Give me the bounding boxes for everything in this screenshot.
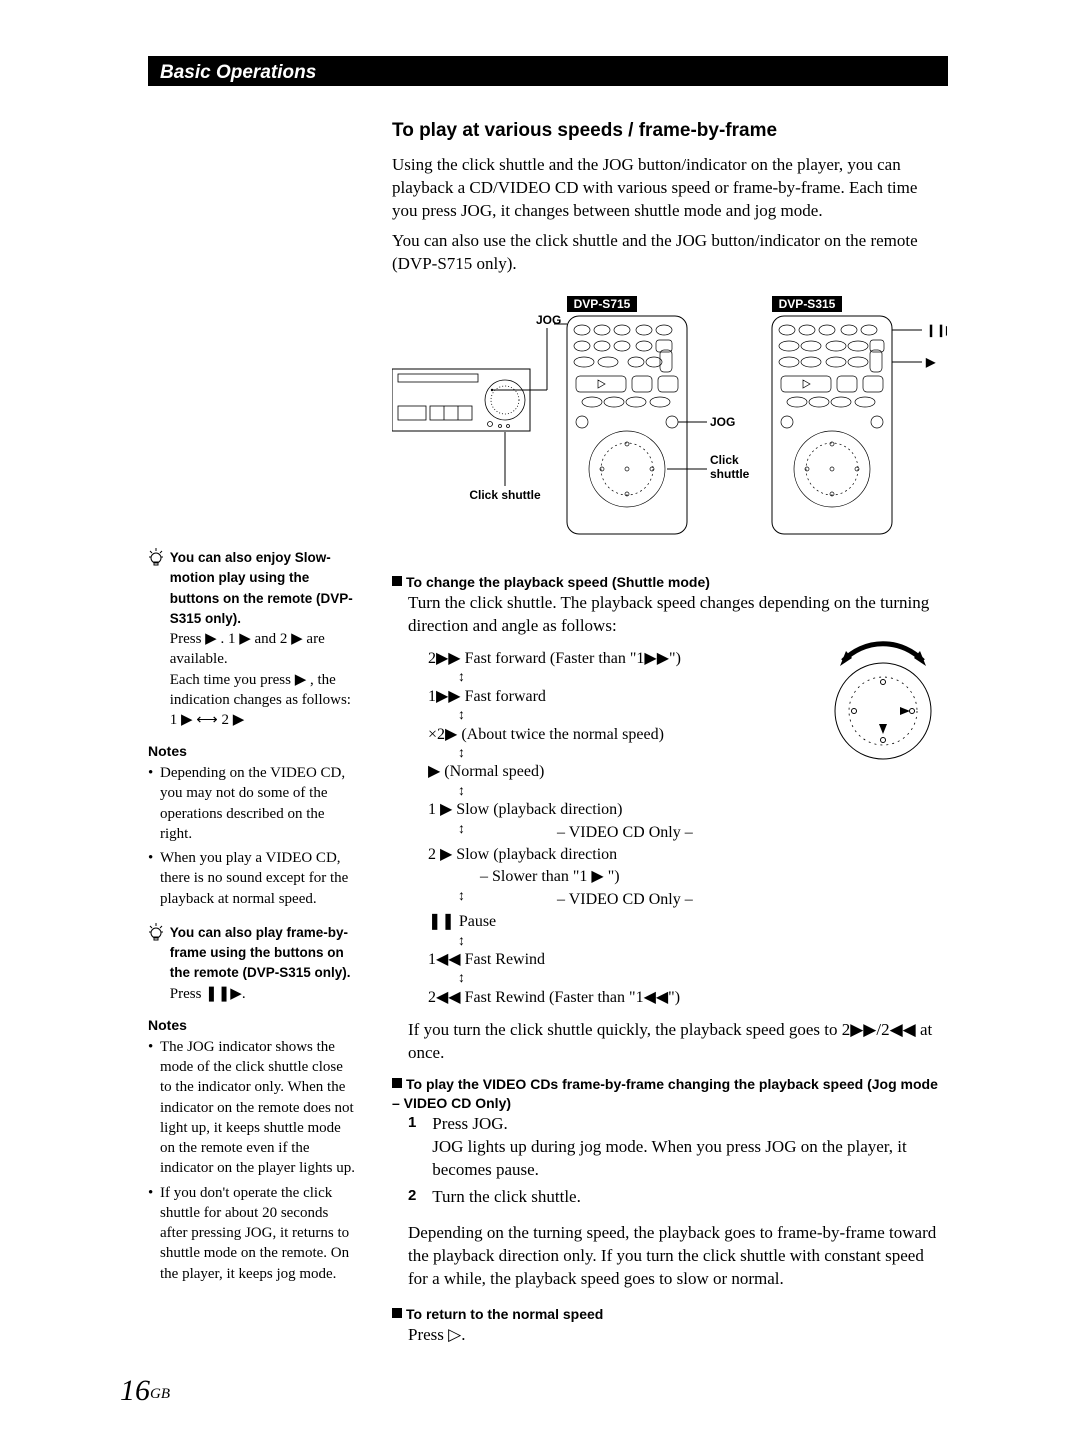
product-b-label: DVP-S315 xyxy=(779,297,836,311)
updown-icon: ↕ xyxy=(458,934,947,949)
step2-body: Turn the click shuttle. xyxy=(432,1186,932,1209)
remote-b: DVP-S315 xyxy=(772,296,892,534)
section-title: To play at various speeds / frame-by-fra… xyxy=(392,118,947,144)
intro-block: Using the click shuttle and the JOG butt… xyxy=(392,154,947,277)
section-header-text: Basic Operations xyxy=(160,62,316,83)
step-1: 1 Press JOG. JOG lights up during jog mo… xyxy=(408,1113,947,1182)
jogmode-heading: To play the VIDEO CDs frame-by-frame cha… xyxy=(392,1075,947,1113)
speed-row: 1◀◀ Fast Rewind xyxy=(428,949,947,971)
square-marker-icon xyxy=(392,1078,402,1088)
updown-icon: ↕ xyxy=(458,784,947,799)
step1b: JOG lights up during jog mode. When you … xyxy=(432,1137,906,1179)
diagram-svg: JOG Click shuttle DVP-S715 xyxy=(392,294,947,544)
return-body: Press ▷. xyxy=(408,1324,947,1347)
speed-row: – VIDEO CD Only – xyxy=(465,889,693,911)
notes2-list: The JOG indicator shows the mode of the … xyxy=(148,1037,358,1284)
note-item: If you don't operate the click shuttle f… xyxy=(148,1183,358,1284)
lightbulb-icon xyxy=(148,548,166,572)
tip2-line1: Press ❚❚▶. xyxy=(170,986,246,1002)
step-num: 2 xyxy=(408,1186,428,1206)
speed-row: 2 ▶ Slow (playback direction xyxy=(428,844,947,866)
updown-icon: ↕ xyxy=(458,822,465,844)
updown-icon: ↕ xyxy=(458,889,465,911)
tip-2: You can also play frame-by-frame using t… xyxy=(148,923,358,1004)
square-marker-icon xyxy=(392,1308,402,1318)
speed-row: ❚❚ Pause xyxy=(428,911,947,933)
note-item: When you play a VIDEO CD, there is no so… xyxy=(148,848,358,909)
lightbulb-icon xyxy=(148,923,166,947)
section-header: Basic Operations xyxy=(148,56,948,86)
speed-row: 2◀◀ Fast Rewind (Faster than "1◀◀") xyxy=(428,987,947,1009)
tip1-line1: Press ▶ . 1 ▶ and 2 ▶ are available. xyxy=(170,631,325,667)
step1a: Press JOG. xyxy=(432,1114,508,1133)
tip-1: You can also enjoy Slow-motion play usin… xyxy=(148,548,358,730)
speed-row: – VIDEO CD Only – xyxy=(465,822,693,844)
shuttle-tail: If you turn the click shuttle quickly, t… xyxy=(408,1019,947,1065)
tip1-line2: Each time you press ▶ , the indication c… xyxy=(170,672,351,708)
intro-p1: Using the click shuttle and the JOG butt… xyxy=(392,154,947,223)
jogmode-body: Depending on the turning speed, the play… xyxy=(408,1222,947,1291)
speed-row: 1 ▶ Slow (playback direction) xyxy=(428,799,947,821)
remote-a: DVP-S715 xyxy=(567,296,687,534)
sidebar: You can also enjoy Slow-motion play usin… xyxy=(148,548,358,1288)
click-label-a: Click xyxy=(710,453,739,467)
page-gb: GB xyxy=(150,1386,170,1402)
shuttle-label-a: shuttle xyxy=(710,467,750,481)
shuttle-body: Turn the click shuttle. The playback spe… xyxy=(408,592,947,638)
note-item: Depending on the VIDEO CD, you may not d… xyxy=(148,763,358,844)
player-unit xyxy=(392,369,530,431)
intro-p2: You can also use the click shuttle and t… xyxy=(392,230,947,276)
click-shuttle-label: Click shuttle xyxy=(469,488,541,502)
jog-dial-graphic xyxy=(818,636,948,766)
page-number: 16GB xyxy=(120,1371,170,1412)
page-num-value: 16 xyxy=(120,1374,150,1407)
speed-row: – Slower than "1 ▶ ") xyxy=(428,866,947,888)
notes1-list: Depending on the VIDEO CD, you may not d… xyxy=(148,763,358,909)
updown-icon: ↕ xyxy=(458,971,947,986)
tip1-line3: 1 ▶ ⟷ 2 ▶ xyxy=(170,712,245,728)
square-marker-icon xyxy=(392,576,402,586)
jog-label: JOG xyxy=(536,313,561,327)
shuttle-heading: To change the playback speed (Shuttle mo… xyxy=(392,573,947,592)
return-normal-block: To return to the normal speed Press ▷. xyxy=(392,1305,947,1347)
device-diagram: JOG Click shuttle DVP-S715 xyxy=(392,294,947,551)
step-num: 1 xyxy=(408,1113,428,1133)
notes2-title: Notes xyxy=(148,1016,358,1035)
jogmode-block: To play the VIDEO CDs frame-by-frame cha… xyxy=(392,1075,947,1291)
jog-label-a2: JOG xyxy=(710,415,735,429)
step-2: 2 Turn the click shuttle. xyxy=(408,1186,947,1209)
notes1-title: Notes xyxy=(148,742,358,761)
product-a-label: DVP-S715 xyxy=(574,297,631,311)
tip2-title: You can also play frame-by-frame using t… xyxy=(170,925,351,981)
note-item: The JOG indicator shows the mode of the … xyxy=(148,1037,358,1179)
slowplay-icon: ▶ xyxy=(925,355,936,369)
iiplay-icon: ❙❙▶ xyxy=(926,323,947,338)
return-heading: To return to the normal speed xyxy=(392,1305,947,1324)
tip1-title: You can also enjoy Slow-motion play usin… xyxy=(170,550,353,626)
